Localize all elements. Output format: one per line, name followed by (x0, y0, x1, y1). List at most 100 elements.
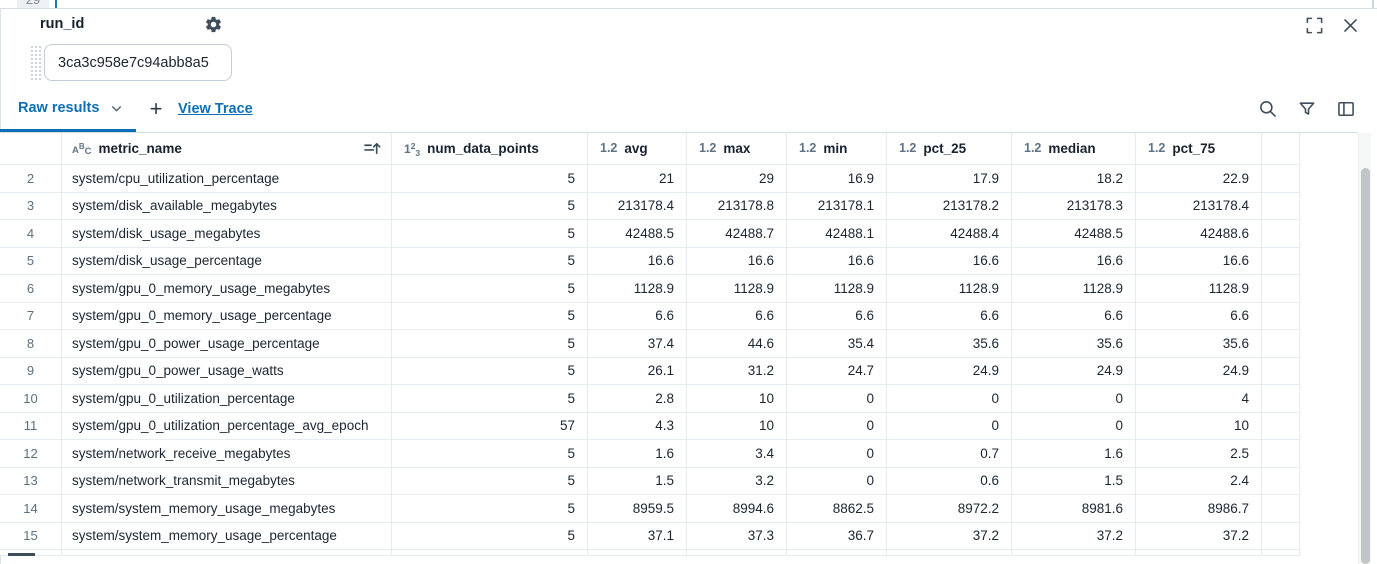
cell-max[interactable]: 29 (687, 165, 787, 193)
cell-median[interactable]: 1128.9 (1012, 275, 1136, 303)
cell-avg[interactable]: 8959.5 (588, 495, 687, 523)
cell-max[interactable]: 6.6 (687, 302, 787, 330)
cell-pct_25[interactable]: 1128.9 (887, 275, 1012, 303)
cell-pct_75[interactable]: 42488.6 (1136, 220, 1262, 248)
cell-metric-name[interactable]: system/gpu_0_power_usage_percentage (62, 330, 392, 358)
cell-avg[interactable]: 213178.4 (588, 192, 687, 220)
cell-max[interactable]: 8994.6 (687, 495, 787, 523)
cell-avg[interactable]: 2.8 (588, 385, 687, 413)
cell-min[interactable]: 24.7 (787, 357, 887, 385)
settings-button[interactable] (202, 13, 224, 35)
cell-pct_75[interactable]: 37.2 (1136, 522, 1262, 550)
cell-metric-name[interactable]: system/gpu_0_utilization_percentage_avg_… (62, 412, 392, 440)
drag-handle[interactable] (29, 44, 41, 82)
cell-pct_25[interactable]: 0.6 (887, 467, 1012, 495)
cell-pct_25[interactable]: 0 (887, 385, 1012, 413)
close-button[interactable] (1336, 11, 1364, 39)
cell-median[interactable]: 1.5 (1012, 467, 1136, 495)
cell-metric-name[interactable]: system/disk_usage_percentage (62, 247, 392, 275)
cell-min[interactable]: 0 (787, 440, 887, 468)
cell-row-number[interactable]: 9 (0, 357, 62, 385)
search-button[interactable] (1255, 96, 1281, 122)
cell-row-number[interactable]: 10 (0, 385, 62, 413)
cell-median[interactable]: 24.9 (1012, 357, 1136, 385)
cell-num_data_points[interactable]: 5 (392, 330, 588, 358)
cell-avg[interactable]: 6.6 (588, 302, 687, 330)
cell-pct_75[interactable]: 213178.4 (1136, 192, 1262, 220)
cell-pct_75[interactable]: 24.9 (1136, 357, 1262, 385)
cell-row-number[interactable]: 6 (0, 275, 62, 303)
cell-max[interactable]: 1128.9 (687, 275, 787, 303)
cell-max[interactable]: 3.4 (687, 440, 787, 468)
cell-pct_75[interactable]: 16.6 (1136, 247, 1262, 275)
cell-metric-name[interactable]: system/disk_available_megabytes (62, 192, 392, 220)
add-tab-button[interactable]: + (143, 93, 169, 125)
cell-num_data_points[interactable]: 5 (392, 467, 588, 495)
cell-max[interactable]: 10 (687, 385, 787, 413)
cell-row-number[interactable]: 5 (0, 247, 62, 275)
cell-num_data_points[interactable]: 5 (392, 247, 588, 275)
cell-pct_75[interactable]: 10 (1136, 412, 1262, 440)
cell-max[interactable]: 31.2 (687, 357, 787, 385)
cell-row-number[interactable]: 13 (0, 467, 62, 495)
cell-pct_25[interactable]: 8972.2 (887, 495, 1012, 523)
cell-row-number[interactable]: 3 (0, 192, 62, 220)
cell-pct_75[interactable]: 2.4 (1136, 467, 1262, 495)
cell-pct_75[interactable]: 2.5 (1136, 440, 1262, 468)
cell-num_data_points[interactable]: 5 (392, 220, 588, 248)
cell-metric-name[interactable]: system/system_memory_usage_percentage (62, 522, 392, 550)
cell-pct_25[interactable]: 17.9 (887, 165, 1012, 193)
cell-pct_25[interactable]: 42488.4 (887, 220, 1012, 248)
cell-row-number[interactable]: 8 (0, 330, 62, 358)
cell-max[interactable]: 10 (687, 412, 787, 440)
cell-min[interactable]: 0 (787, 385, 887, 413)
cell-avg[interactable]: 37.4 (588, 330, 687, 358)
cell-median[interactable]: 42488.5 (1012, 220, 1136, 248)
expand-button[interactable] (1300, 11, 1328, 39)
cell-avg[interactable]: 1.5 (588, 467, 687, 495)
cell-metric-name[interactable]: system/network_transmit_megabytes (62, 467, 392, 495)
cell-max[interactable]: 3.2 (687, 467, 787, 495)
header-cell-metric_name[interactable]: ABC metric_name (62, 133, 392, 165)
cell-pct_25[interactable]: 24.9 (887, 357, 1012, 385)
cell-median[interactable]: 0 (1012, 412, 1136, 440)
cell-median[interactable]: 8981.6 (1012, 495, 1136, 523)
cell-row-number[interactable]: 7 (0, 302, 62, 330)
run-id-input[interactable] (44, 44, 232, 81)
cell-median[interactable]: 213178.3 (1012, 192, 1136, 220)
cell-pct_75[interactable]: 1128.9 (1136, 275, 1262, 303)
cell-metric-name[interactable]: system/network_receive_megabytes (62, 440, 392, 468)
cell-min[interactable]: 35.4 (787, 330, 887, 358)
cell-num_data_points[interactable]: 5 (392, 385, 588, 413)
cell-row-number[interactable]: 12 (0, 440, 62, 468)
cell-metric-name[interactable]: system/gpu_0_power_usage_watts (62, 357, 392, 385)
cell-num_data_points[interactable]: 5 (392, 165, 588, 193)
cell-num_data_points[interactable]: 5 (392, 275, 588, 303)
header-cell-median[interactable]: 1.2 median (1012, 133, 1136, 165)
cell-min[interactable]: 42488.1 (787, 220, 887, 248)
cell-num_data_points[interactable]: 5 (392, 522, 588, 550)
cell-metric-name[interactable]: system/gpu_0_memory_usage_megabytes (62, 275, 392, 303)
cell-avg[interactable]: 26.1 (588, 357, 687, 385)
cell-metric-name[interactable]: system/disk_usage_megabytes (62, 220, 392, 248)
cell-num_data_points[interactable]: 5 (392, 357, 588, 385)
cell-avg[interactable]: 1.6 (588, 440, 687, 468)
cell-row-number[interactable]: 15 (0, 522, 62, 550)
sort-ascending-icon[interactable] (363, 141, 381, 156)
header-cell-pct_25[interactable]: 1.2 pct_25 (887, 133, 1012, 165)
cell-pct_25[interactable]: 0.7 (887, 440, 1012, 468)
header-cell-min[interactable]: 1.2 min (787, 133, 887, 165)
filter-button[interactable] (1294, 96, 1320, 122)
cell-max[interactable]: 37.3 (687, 522, 787, 550)
cell-max[interactable]: 213178.8 (687, 192, 787, 220)
cell-metric-name[interactable]: system/system_memory_usage_megabytes (62, 495, 392, 523)
cell-pct_25[interactable]: 37.2 (887, 522, 1012, 550)
cell-max[interactable]: 44.6 (687, 330, 787, 358)
cell-median[interactable]: 0 (1012, 385, 1136, 413)
cell-min[interactable]: 213178.1 (787, 192, 887, 220)
header-cell-avg[interactable]: 1.2 avg (588, 133, 687, 165)
tab-raw-results[interactable]: Raw results (18, 100, 124, 116)
header-cell-num_data_points[interactable]: 123 num_data_points (392, 133, 588, 165)
cell-num_data_points[interactable]: 5 (392, 440, 588, 468)
cell-metric-name[interactable]: system/gpu_0_utilization_percentage (62, 385, 392, 413)
